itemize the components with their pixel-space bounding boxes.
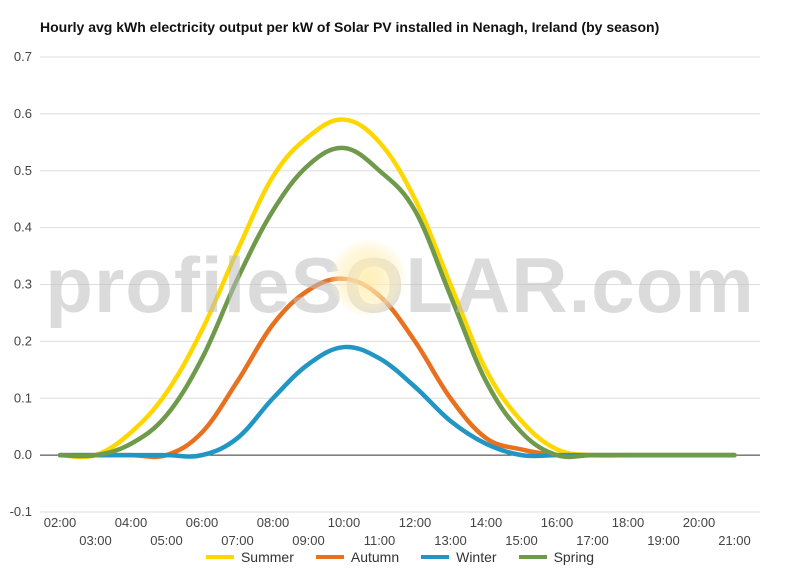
legend: Summer Autumn Winter Spring [0, 549, 800, 565]
x-tick-label: 05:00 [150, 533, 183, 548]
x-tick-label: 18:00 [612, 515, 645, 530]
series-line-spring [57, 145, 737, 460]
y-axis: -0.1 0.0 0.1 0.2 0.3 0.4 0.5 0.6 0.7 [10, 49, 32, 519]
x-tick-label: 14:00 [470, 515, 503, 530]
chart-title: Hourly avg kWh electricity output per kW… [40, 19, 660, 35]
x-tick-label: 19:00 [647, 533, 680, 548]
y-tick-label: 0.4 [14, 220, 32, 235]
y-tick-label: 0.2 [14, 333, 32, 348]
x-tick-label: 20:00 [683, 515, 716, 530]
x-axis: 02:0003:0004:0005:0006:0007:0008:0009:00… [44, 515, 751, 548]
x-tick-label: 10:00 [328, 515, 361, 530]
y-tick-label: -0.1 [10, 504, 32, 519]
x-tick-label: 21:00 [718, 533, 751, 548]
grid-lines [40, 56, 760, 513]
x-tick-label: 17:00 [576, 533, 609, 548]
x-tick-label: 13:00 [434, 533, 467, 548]
legend-item-winter[interactable]: Winter [421, 549, 497, 565]
legend-item-summer[interactable]: Summer [205, 549, 294, 565]
x-tick-label: 07:00 [221, 533, 254, 548]
x-tick-label: 12:00 [399, 515, 432, 530]
legend-swatch [421, 555, 450, 559]
x-tick-label: 03:00 [79, 533, 112, 548]
y-tick-label: 0.1 [14, 390, 32, 405]
legend-swatch [315, 555, 344, 559]
legend-swatch [205, 555, 234, 559]
legend-item-spring[interactable]: Spring [518, 549, 595, 565]
legend-label: Winter [456, 549, 497, 565]
legend-item-autumn[interactable]: Autumn [315, 549, 400, 565]
x-tick-label: 02:00 [44, 515, 77, 530]
x-tick-label: 11:00 [364, 533, 396, 548]
series-line-summer [57, 117, 737, 460]
x-tick-label: 16:00 [541, 515, 574, 530]
y-tick-label: 0.6 [14, 106, 32, 121]
series-line-autumn [57, 276, 737, 460]
x-tick-label: 09:00 [292, 533, 325, 548]
x-tick-label: 06:00 [186, 515, 219, 530]
x-tick-label: 15:00 [505, 533, 538, 548]
series-lines [57, 117, 737, 460]
y-tick-label: 0.7 [14, 49, 32, 64]
x-tick-label: 04:00 [115, 515, 148, 530]
legend-label: Autumn [350, 549, 400, 565]
legend-label: Summer [240, 549, 294, 565]
x-tick-label: 08:00 [257, 515, 290, 530]
y-tick-label: 0.3 [14, 277, 32, 292]
y-tick-label: 0.0 [14, 447, 32, 462]
legend-label: Spring [553, 549, 595, 565]
y-tick-label: 0.5 [14, 163, 32, 178]
legend-swatch [518, 555, 547, 559]
